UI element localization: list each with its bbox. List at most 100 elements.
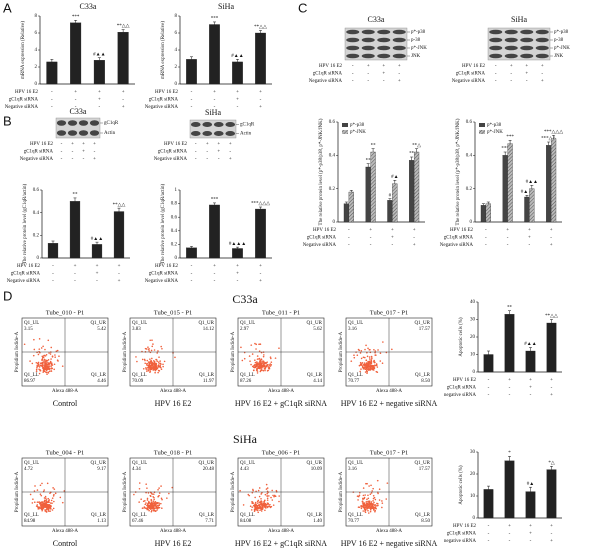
event-dot (47, 366, 50, 368)
condition-sign: + (96, 272, 99, 277)
event-dot (259, 359, 262, 362)
event-dot (35, 361, 38, 364)
event-dot (370, 501, 373, 503)
event-dot (46, 482, 49, 485)
event-dot (262, 364, 264, 367)
event-dot (261, 491, 263, 494)
blot-band (361, 53, 375, 59)
event-dot (43, 368, 46, 371)
event-dot (255, 348, 257, 350)
event-dot (45, 501, 47, 504)
condition-label: HPV 16 E2 (319, 64, 342, 69)
event-dot (146, 497, 149, 500)
blot-label: p*-p38 (554, 30, 569, 35)
event-dot (44, 364, 47, 366)
event-dot (41, 359, 43, 362)
blot-band (346, 53, 360, 59)
event-dot (377, 349, 379, 351)
event-dot (38, 507, 40, 510)
event-dot (47, 339, 50, 342)
event-dot (36, 362, 39, 365)
condition-sign: + (541, 79, 544, 84)
event-dot (53, 488, 56, 490)
legend-swatch (479, 130, 485, 134)
event-dot (135, 356, 137, 358)
event-dot (141, 507, 144, 509)
event-dot (369, 365, 372, 368)
event-dot (373, 361, 376, 364)
event-dot (51, 509, 54, 511)
condition-label: gC1qR siRNA (158, 150, 188, 155)
event-dot (45, 353, 48, 356)
condition-sign: - (510, 72, 512, 77)
event-dot (371, 490, 373, 492)
y-tick-label: 40 (470, 300, 476, 305)
significance-label: #▲▲ (526, 180, 538, 185)
event-dot (146, 487, 148, 489)
event-dot (363, 356, 366, 359)
significance-label: *** (501, 147, 509, 152)
condition-sign: + (525, 64, 528, 69)
bar (186, 247, 197, 259)
event-dot (163, 360, 166, 363)
blot-band (346, 29, 360, 35)
event-dot (258, 350, 261, 352)
event-dot (46, 368, 49, 370)
event-dot (267, 503, 269, 506)
event-dot (158, 356, 160, 358)
bar (46, 61, 58, 85)
condition-label: gC1qR siRNA (447, 532, 477, 537)
event-dot (260, 493, 263, 495)
y-axis-label: Propidium Iodide-A (231, 471, 236, 512)
event-dot (379, 352, 382, 354)
condition-sign: - (99, 105, 101, 110)
y-tick-label: 0 (35, 82, 38, 87)
condition-sign: - (488, 386, 490, 391)
event-dot (258, 362, 261, 365)
event-dot (43, 361, 46, 364)
event-dot (263, 366, 265, 368)
event-dot (366, 362, 368, 364)
event-dot (261, 504, 264, 506)
event-dot (251, 506, 254, 508)
y-tick-label: 30 (470, 318, 476, 323)
y-axis-label: mRNA expression (Relative) (161, 21, 166, 79)
condition-sign: + (382, 72, 385, 77)
event-dot (266, 363, 269, 366)
event-dot (54, 356, 56, 358)
y-tick-label: 0.6 (466, 120, 473, 125)
condition-sign: + (550, 378, 553, 383)
quadrant-label: Q1_UL (24, 461, 39, 466)
event-dot (353, 356, 356, 359)
event-dot (31, 502, 34, 504)
blot-band (225, 121, 236, 128)
event-dot (366, 507, 368, 509)
quadrant-label: Q1_LR (307, 373, 323, 378)
bar (392, 183, 398, 223)
blot-band (504, 29, 518, 35)
event-dot (29, 493, 32, 496)
significance-label: #▲ (527, 482, 534, 487)
condition-sign: - (529, 243, 531, 248)
event-dot (258, 501, 261, 503)
condition-sign: - (488, 532, 490, 537)
y-axis-label: Propidium Iodide-A (123, 331, 128, 372)
condition-sign: + (398, 79, 401, 84)
event-dot (376, 479, 379, 482)
significance-label: **△△ (254, 24, 267, 30)
event-dot (47, 358, 50, 361)
y-tick-label: 0.6 (329, 120, 336, 125)
plot-title: Tube_006 - P1 (262, 449, 300, 456)
blot-band (346, 45, 360, 51)
event-dot (43, 489, 46, 491)
event-dot (52, 487, 54, 489)
event-dot (270, 364, 273, 366)
event-dot (362, 356, 365, 359)
quadrant-label: Q1_LR (199, 513, 215, 518)
y-axis-label: The relative protein level (gC1qR/actin) (23, 184, 28, 265)
significance-label: *** (72, 15, 80, 20)
event-dot (141, 358, 144, 361)
event-dot (149, 365, 151, 368)
condition-sign: - (72, 150, 74, 155)
condition-label: negative siRNA (444, 539, 476, 544)
